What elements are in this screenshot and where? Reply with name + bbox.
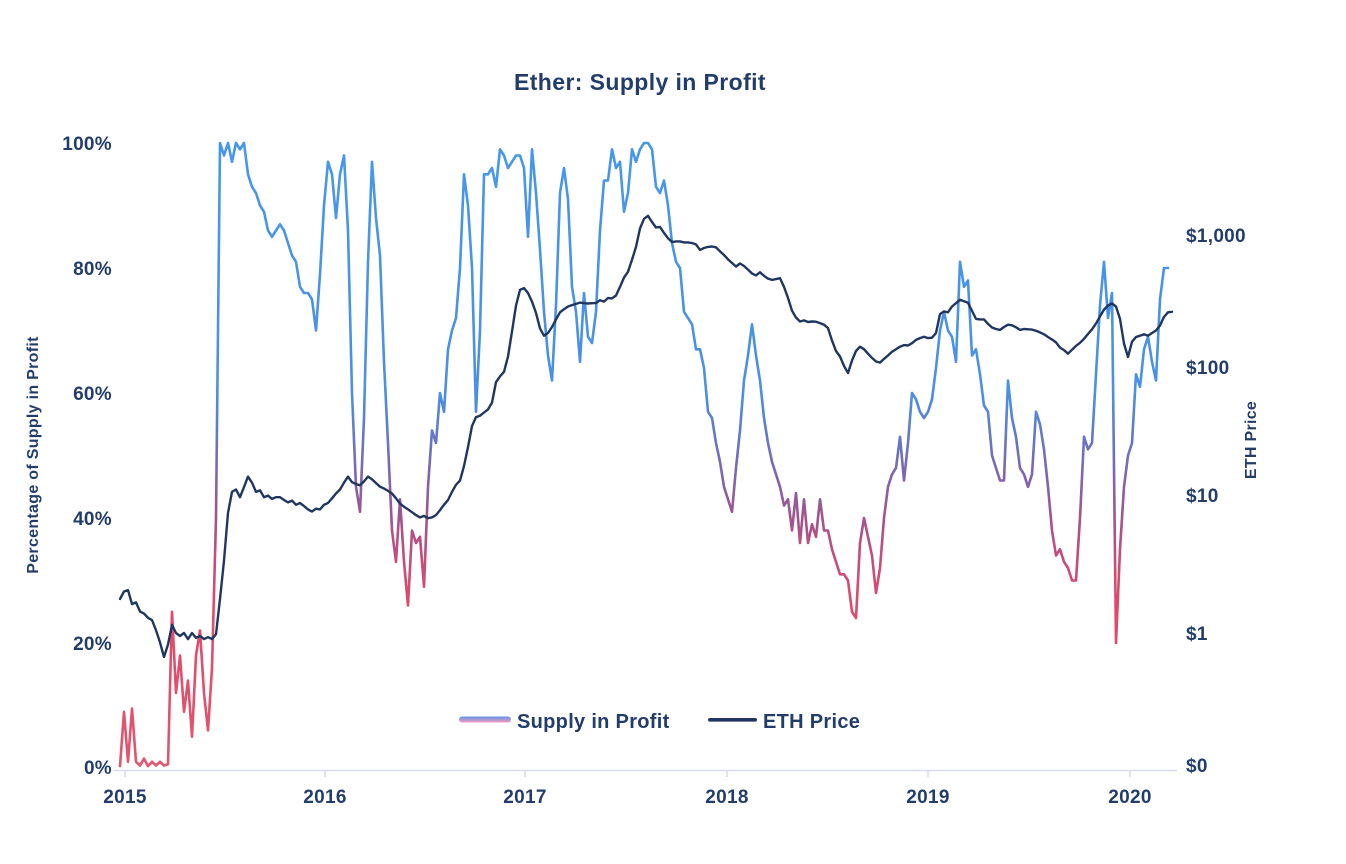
- supply-in-profit-legend-label: Supply in Profit: [517, 711, 670, 733]
- legend-item-eth-price: ETH Price: [708, 711, 860, 733]
- chart-title: Ether: Supply in Profit: [514, 69, 766, 95]
- left-tick-20: 20%: [73, 634, 112, 655]
- left-tick-100: 100%: [62, 134, 112, 155]
- right-tick-1000: $1,000: [1186, 226, 1246, 247]
- right-tick-100: $100: [1186, 358, 1229, 379]
- x-label-2018: 2018: [705, 787, 748, 808]
- left-axis-title: Percentage of Supply in Profit: [25, 336, 42, 574]
- left-axis-ticks: 100% 80% 60% 40% 20% 0%: [62, 134, 112, 779]
- legend-item-supply-in-profit: Supply in Profit: [459, 711, 670, 733]
- x-label-2017: 2017: [503, 787, 546, 808]
- supply-in-profit-legend-swatch: [459, 716, 511, 723]
- supply-in-profit-line: [118, 141, 1170, 768]
- x-label-2016: 2016: [303, 787, 346, 808]
- x-axis: [114, 769, 1177, 777]
- right-tick-1: $1: [1186, 624, 1208, 645]
- legend: Supply in Profit ETH Price: [459, 711, 860, 733]
- right-tick-10: $10: [1186, 486, 1219, 507]
- left-tick-40: 40%: [73, 509, 112, 530]
- left-tick-60: 60%: [73, 384, 112, 405]
- eth-price-legend-swatch: [708, 718, 757, 722]
- right-axis-ticks: $1,000 $100 $10 $1 $0: [1186, 226, 1246, 777]
- right-tick-0: $0: [1186, 756, 1208, 777]
- eth-price-line: [118, 214, 1174, 659]
- right-axis-title: ETH Price: [1243, 401, 1260, 479]
- x-label-2020: 2020: [1108, 787, 1151, 808]
- x-axis-labels: 2015 2016 2017 2018 2019 2020: [103, 787, 1151, 808]
- x-label-2015: 2015: [103, 787, 147, 808]
- left-tick-0: 0%: [84, 758, 112, 779]
- left-tick-80: 80%: [73, 259, 112, 280]
- eth-price-legend-label: ETH Price: [763, 711, 860, 733]
- x-label-2019: 2019: [906, 787, 949, 808]
